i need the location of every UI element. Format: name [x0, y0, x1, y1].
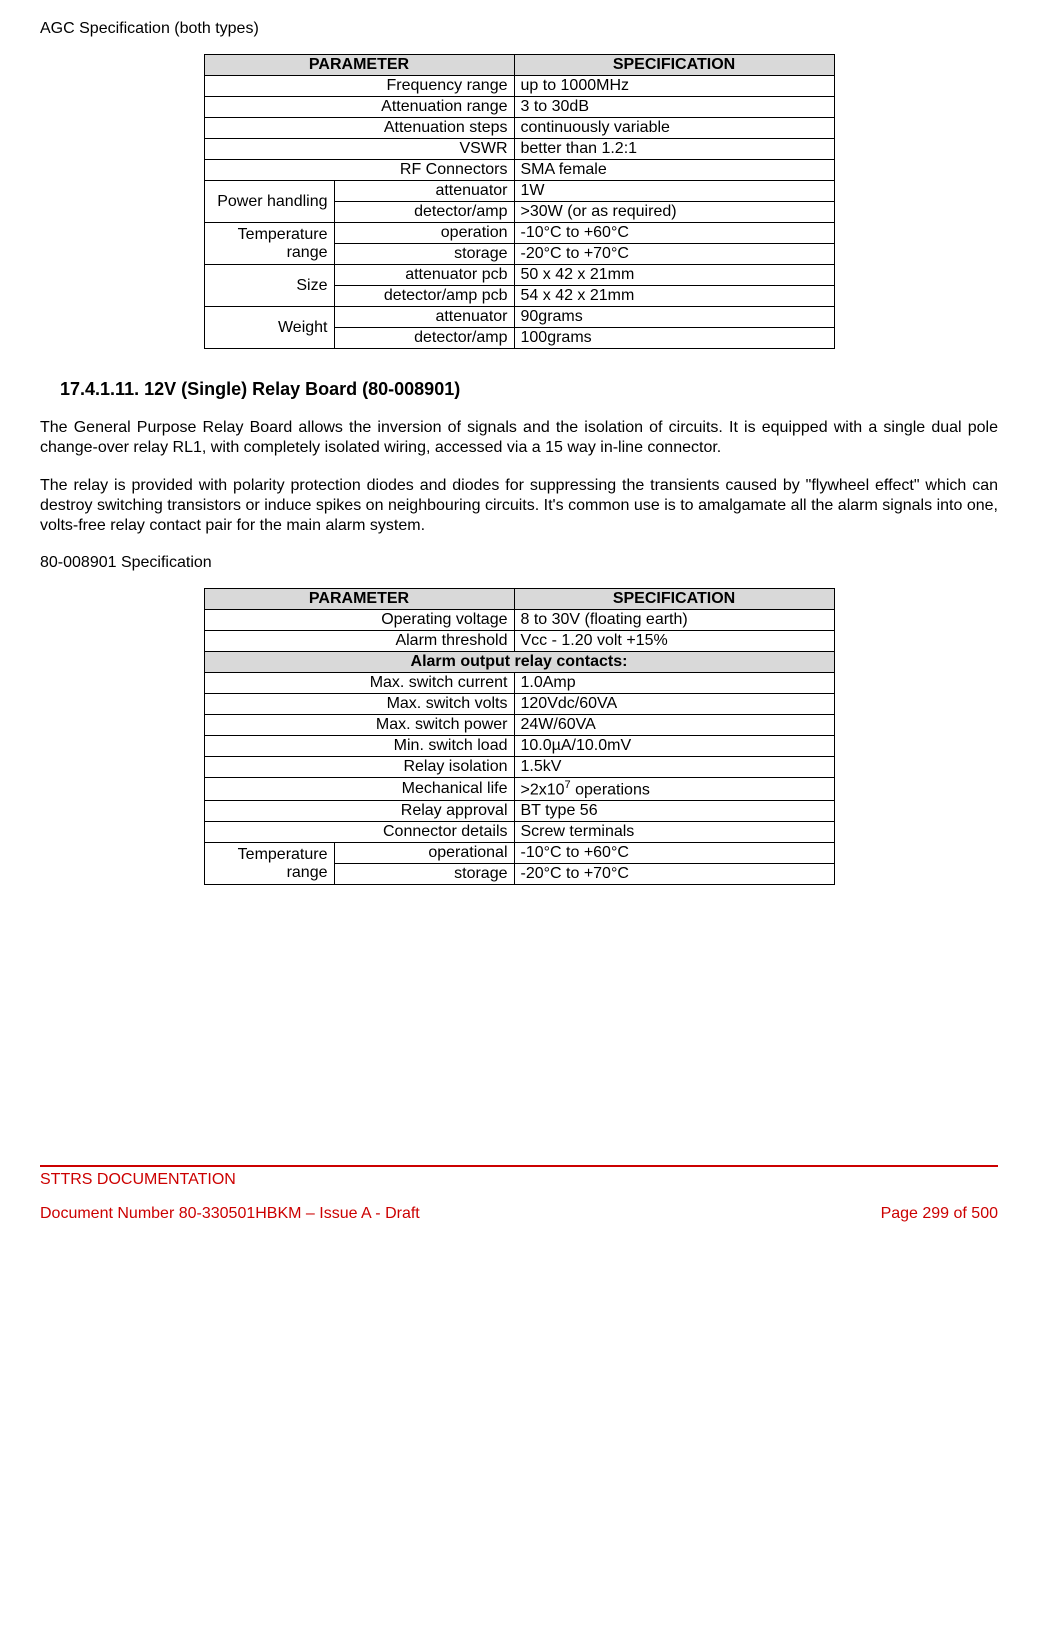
spec-cell: Vcc - 1.20 volt +15% [514, 631, 834, 652]
table-header-row: PARAMETER SPECIFICATION [204, 55, 834, 76]
table-row: Max. switch volts 120Vdc/60VA [204, 694, 834, 715]
param-group-weight: Weight [204, 307, 334, 349]
spec-cell: 120Vdc/60VA [514, 694, 834, 715]
param-cell: Max. switch power [204, 715, 514, 736]
spec2-table: PARAMETER SPECIFICATION Operating voltag… [204, 588, 835, 885]
table-row: Temperature range operation -10°C to +60… [204, 223, 834, 244]
table-row: Weight attenuator 90grams [204, 307, 834, 328]
table-row: Operating voltage 8 to 30V (floating ear… [204, 610, 834, 631]
param-cell: VSWR [204, 139, 514, 160]
spec-cell: 1.5kV [514, 757, 834, 778]
header-parameter: PARAMETER [204, 55, 514, 76]
param-cell: Min. switch load [204, 736, 514, 757]
param-cell: Mechanical life [204, 778, 514, 801]
param-cell: Operating voltage [204, 610, 514, 631]
footer-divider [40, 1165, 998, 1167]
spec-cell: -20°C to +70°C [514, 244, 834, 265]
header-parameter: PARAMETER [204, 589, 514, 610]
param-cell: detector/amp [334, 328, 514, 349]
spec-cell: 100grams [514, 328, 834, 349]
param-cell: operational [334, 843, 514, 864]
table-row: Attenuation steps continuously variable [204, 118, 834, 139]
spec-cell: Screw terminals [514, 822, 834, 843]
param-cell: Relay isolation [204, 757, 514, 778]
footer-title: STTRS DOCUMENTATION [40, 1171, 998, 1189]
spec-cell: 50 x 42 x 21mm [514, 265, 834, 286]
header-specification: SPECIFICATION [514, 55, 834, 76]
table-row: Max. switch power 24W/60VA [204, 715, 834, 736]
param-cell: RF Connectors [204, 160, 514, 181]
footer-doc-number: Document Number 80-330501HBKM – Issue A … [40, 1205, 420, 1223]
spec-cell-mech-life: >2x107 operations [514, 778, 834, 801]
spec-cell: continuously variable [514, 118, 834, 139]
param-cell: detector/amp [334, 202, 514, 223]
page-footer: STTRS DOCUMENTATION Document Number 80-3… [40, 1165, 998, 1223]
table-row: Attenuation range 3 to 30dB [204, 97, 834, 118]
spec-cell: -10°C to +60°C [514, 843, 834, 864]
spec-cell: 1.0Amp [514, 673, 834, 694]
param-group-temp2: Temperature range [204, 843, 334, 885]
spec-cell: 54 x 42 x 21mm [514, 286, 834, 307]
spec-cell: 8 to 30V (floating earth) [514, 610, 834, 631]
table-row: Max. switch current 1.0Amp [204, 673, 834, 694]
paragraph-1: The General Purpose Relay Board allows t… [40, 418, 998, 458]
spec-cell: 10.0µA/10.0mV [514, 736, 834, 757]
param-cell: Frequency range [204, 76, 514, 97]
param-cell: storage [334, 864, 514, 885]
table-row: VSWR better than 1.2:1 [204, 139, 834, 160]
param-cell: attenuator pcb [334, 265, 514, 286]
spec-cell: better than 1.2:1 [514, 139, 834, 160]
param-cell: attenuator [334, 181, 514, 202]
table-row: Power handling attenuator 1W [204, 181, 834, 202]
param-cell: detector/amp pcb [334, 286, 514, 307]
table-row: Mechanical life >2x107 operations [204, 778, 834, 801]
param-group-temp: Temperature range [204, 223, 334, 265]
spec-cell: >30W (or as required) [514, 202, 834, 223]
table-row: Relay isolation 1.5kV [204, 757, 834, 778]
spec-cell: SMA female [514, 160, 834, 181]
table-row: RF Connectors SMA female [204, 160, 834, 181]
spec2-title: 80-008901 Specification [40, 554, 998, 572]
mech-post: operations [571, 781, 650, 798]
param-cell: Connector details [204, 822, 514, 843]
table-row: Alarm output relay contacts: [204, 652, 834, 673]
spec-cell: up to 1000MHz [514, 76, 834, 97]
table-row: Frequency range up to 1000MHz [204, 76, 834, 97]
section-heading: 17.4.1.11. 12V (Single) Relay Board (80-… [60, 379, 998, 400]
spec-cell: BT type 56 [514, 801, 834, 822]
param-cell: Relay approval [204, 801, 514, 822]
spec-cell: -10°C to +60°C [514, 223, 834, 244]
mech-pre: >2x10 [521, 781, 565, 798]
agc-spec-title: AGC Specification (both types) [40, 20, 998, 38]
param-cell: Max. switch volts [204, 694, 514, 715]
table-row: Relay approval BT type 56 [204, 801, 834, 822]
paragraph-2: The relay is provided with polarity prot… [40, 476, 998, 536]
table-row: Alarm threshold Vcc - 1.20 volt +15% [204, 631, 834, 652]
param-cell: Attenuation range [204, 97, 514, 118]
param-group-power: Power handling [204, 181, 334, 223]
spec-cell: 1W [514, 181, 834, 202]
param-cell: operation [334, 223, 514, 244]
agc-table: PARAMETER SPECIFICATION Frequency range … [204, 54, 835, 349]
spec-cell: 3 to 30dB [514, 97, 834, 118]
param-group-size: Size [204, 265, 334, 307]
table-row: Min. switch load 10.0µA/10.0mV [204, 736, 834, 757]
param-cell: storage [334, 244, 514, 265]
param-cell: Max. switch current [204, 673, 514, 694]
param-cell: Alarm threshold [204, 631, 514, 652]
table-row: Connector details Screw terminals [204, 822, 834, 843]
param-cell: Attenuation steps [204, 118, 514, 139]
table-row: Temperature range operational -10°C to +… [204, 843, 834, 864]
spec-cell: 90grams [514, 307, 834, 328]
spec-cell: 24W/60VA [514, 715, 834, 736]
param-cell: attenuator [334, 307, 514, 328]
alarm-section-header: Alarm output relay contacts: [204, 652, 834, 673]
table-header-row: PARAMETER SPECIFICATION [204, 589, 834, 610]
header-specification: SPECIFICATION [514, 589, 834, 610]
footer-page-number: Page 299 of 500 [881, 1205, 998, 1223]
table-row: Size attenuator pcb 50 x 42 x 21mm [204, 265, 834, 286]
spec-cell: -20°C to +70°C [514, 864, 834, 885]
